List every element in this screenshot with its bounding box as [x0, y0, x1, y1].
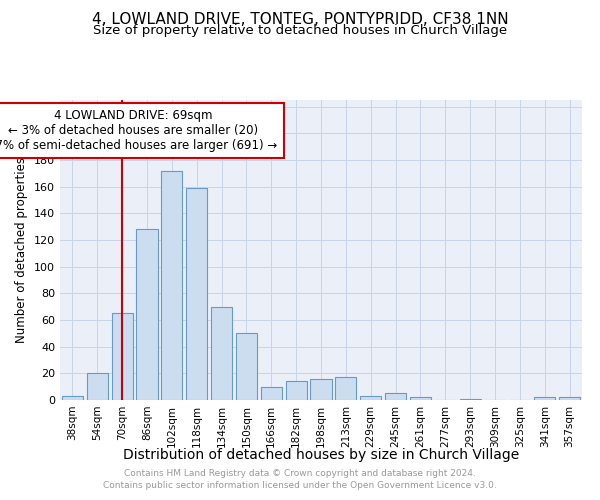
Bar — [136, 230, 158, 400]
Bar — [236, 334, 257, 400]
Bar — [559, 398, 580, 400]
Bar — [161, 170, 182, 400]
Bar — [286, 382, 307, 400]
Bar — [410, 398, 431, 400]
Text: 4, LOWLAND DRIVE, TONTEG, PONTYPRIDD, CF38 1NN: 4, LOWLAND DRIVE, TONTEG, PONTYPRIDD, CF… — [92, 12, 508, 28]
Bar — [112, 314, 133, 400]
Bar — [310, 378, 332, 400]
Text: Size of property relative to detached houses in Church Village: Size of property relative to detached ho… — [93, 24, 507, 37]
Bar — [360, 396, 381, 400]
Text: Contains public sector information licensed under the Open Government Licence v3: Contains public sector information licen… — [103, 481, 497, 490]
Bar — [261, 386, 282, 400]
Bar — [211, 306, 232, 400]
Bar — [87, 374, 108, 400]
Text: Distribution of detached houses by size in Church Village: Distribution of detached houses by size … — [123, 448, 519, 462]
Text: Contains HM Land Registry data © Crown copyright and database right 2024.: Contains HM Land Registry data © Crown c… — [124, 468, 476, 477]
Text: 4 LOWLAND DRIVE: 69sqm
← 3% of detached houses are smaller (20)
97% of semi-deta: 4 LOWLAND DRIVE: 69sqm ← 3% of detached … — [0, 109, 278, 152]
Bar — [534, 398, 555, 400]
Bar — [385, 394, 406, 400]
Bar — [62, 396, 83, 400]
Bar — [186, 188, 207, 400]
Bar — [335, 378, 356, 400]
Y-axis label: Number of detached properties: Number of detached properties — [16, 157, 28, 343]
Bar — [460, 398, 481, 400]
